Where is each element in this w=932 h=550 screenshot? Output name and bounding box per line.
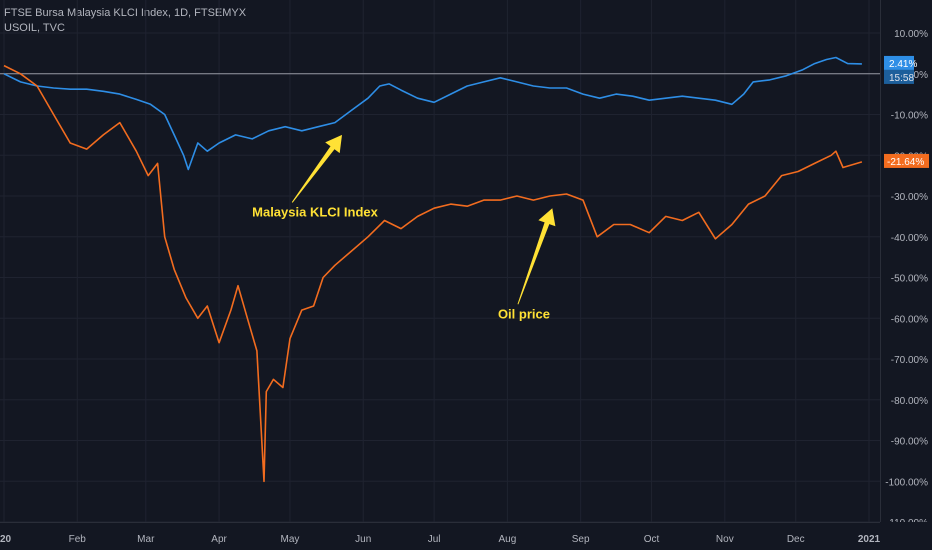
y-tick-label: -40.00% [891, 233, 928, 244]
series-lines [3, 56, 863, 483]
x-tick-label: Jul [428, 534, 441, 545]
y-axis-panel [880, 0, 932, 522]
y-tick-label: -70.00% [891, 355, 928, 366]
last-value-labels: 2.41% 15:58 -21.64% [884, 55, 929, 168]
annotation-label: Oil price [498, 306, 550, 321]
x-tick-label: Mar [137, 534, 155, 545]
x-tick-label: Sep [572, 534, 590, 545]
y-tick-label: -100.00% [885, 477, 928, 488]
klci-last-value-text: 2.41% [889, 59, 917, 70]
x-tick-label: Nov [716, 534, 734, 545]
secondary-symbol-title[interactable]: USOIL, TVC [4, 22, 65, 34]
x-tick-label: 2021 [858, 534, 881, 545]
countdown-badge [884, 69, 914, 84]
y-tick-label: -30.00% [891, 192, 928, 203]
y-axis[interactable]: 10.00%0.00%-10.00%-20.00%-30.00%-40.00%-… [880, 0, 932, 529]
annotation-arrow [517, 208, 556, 305]
x-tick-label: Apr [211, 534, 227, 545]
oil-series-line [3, 64, 863, 483]
x-tick-label: Aug [499, 534, 517, 545]
countdown-text: 15:58 [889, 73, 914, 84]
y-tick-label: 10.00% [894, 29, 928, 40]
primary-symbol-title[interactable]: FTSE Bursa Malaysia KLCI Index, 1D, FTSE… [4, 7, 247, 19]
oil-last-value-text: -21.64% [887, 157, 924, 168]
y-tick-label: -10.00% [891, 111, 928, 122]
oil-last-value-badge [884, 153, 929, 168]
x-tick-label: 20 [0, 534, 12, 545]
y-tick-label: -80.00% [891, 396, 928, 407]
x-tick-label: Oct [644, 534, 660, 545]
annotations: Malaysia KLCI Index Oil price [252, 134, 556, 321]
y-tick-label: -90.00% [891, 437, 928, 448]
klci-last-value-badge [884, 55, 914, 70]
x-tick-label: Feb [69, 534, 87, 545]
x-tick-label: Dec [787, 534, 805, 545]
annotation-arrow [291, 134, 342, 203]
x-tick-label: Jun [355, 534, 371, 545]
annotation-label: Malaysia KLCI Index [252, 204, 378, 219]
klci-series-line [3, 56, 862, 171]
x-axis-panel [0, 522, 932, 550]
y-tick-label: -60.00% [891, 314, 928, 325]
x-tick-label: May [281, 534, 300, 545]
y-tick-label: -50.00% [891, 274, 928, 285]
chart-grid [0, 0, 880, 523]
